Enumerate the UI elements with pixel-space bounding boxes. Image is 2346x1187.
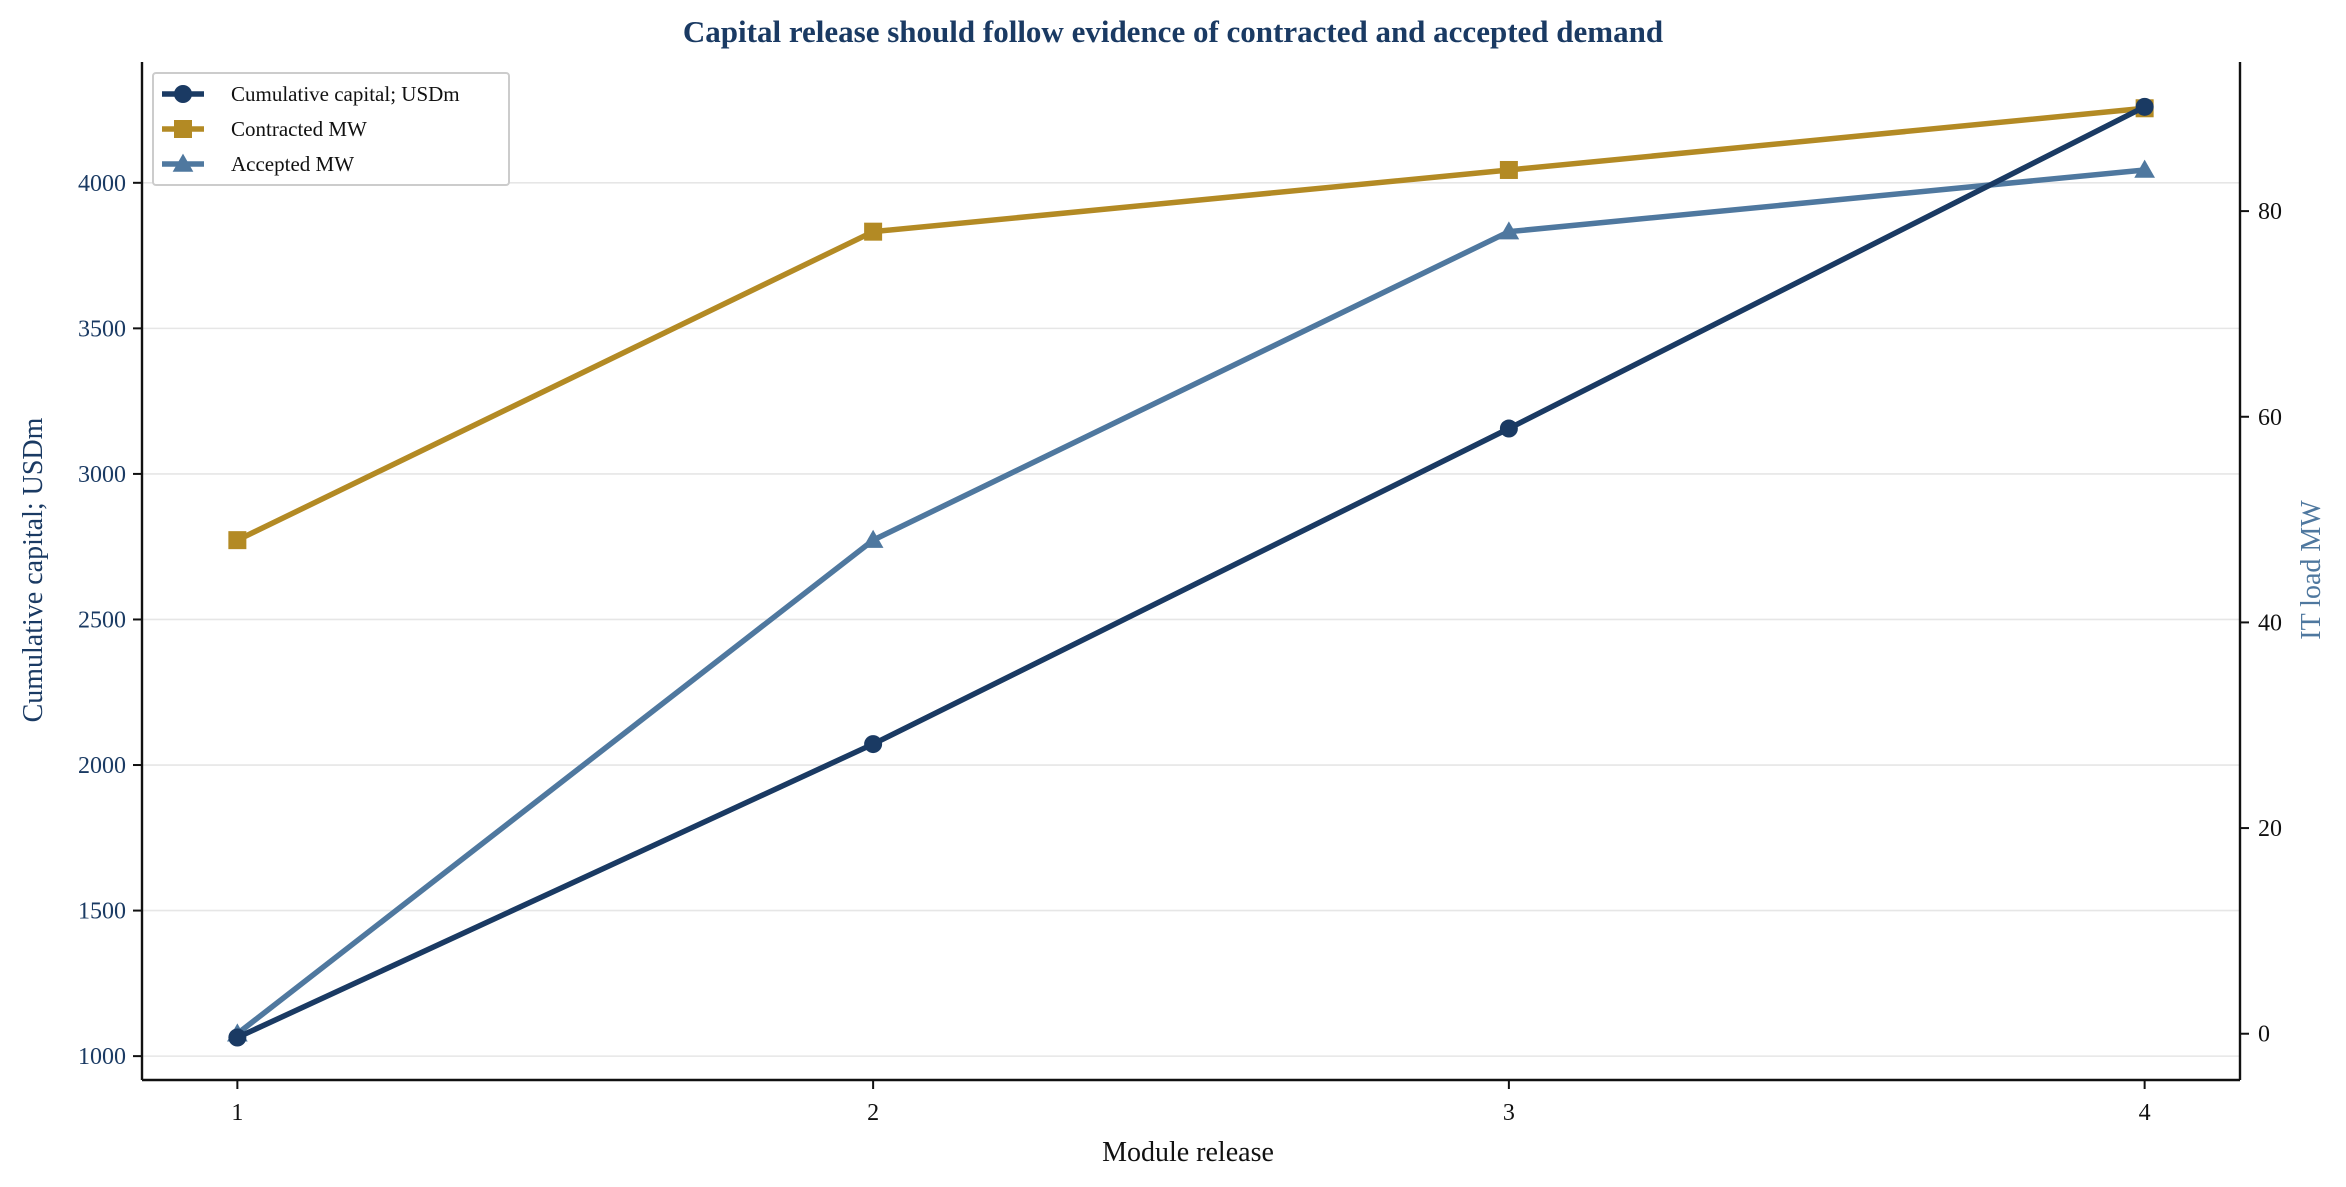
x-tick-label: 4 [2139, 1100, 2151, 1126]
x-tick-label: 2 [867, 1100, 879, 1126]
data-point [862, 529, 884, 548]
data-point [1499, 419, 1518, 438]
x-tick-label: 1 [231, 1100, 243, 1126]
y-left-tick-label: 1500 [78, 899, 126, 925]
chart-title: Capital release should follow evidence o… [683, 14, 1663, 49]
data-point [864, 735, 883, 754]
legend-item: Accepted MW [162, 152, 354, 176]
data-point [1498, 221, 1520, 240]
data-point [2135, 97, 2154, 116]
series-layer [227, 97, 2155, 1047]
legend-marker [174, 85, 192, 103]
legend-item: Contracted MW [162, 117, 367, 141]
y-right-tick-label: 20 [2258, 816, 2282, 842]
y-left-tick-label: 2000 [78, 753, 126, 779]
series-line [236, 105, 2145, 543]
x-axis-label: Module release [1102, 1137, 1274, 1168]
axes [140, 62, 2242, 1082]
data-point [864, 222, 883, 241]
series-line [236, 104, 2146, 1040]
legend-marker [174, 120, 192, 138]
y-axis-right-label: IT load MW [2296, 500, 2327, 640]
y-left-tick-label: 3000 [78, 462, 126, 488]
legend-label: Cumulative capital; USDm [231, 82, 460, 106]
ticks: 1000 1500 2000 2500 3000 3500 4000 0 20 40 60 80 1 2 3… [78, 171, 2282, 1126]
y-left-tick-label: 3500 [78, 316, 126, 342]
legend-marker [172, 153, 194, 172]
series-contracted-mw [228, 99, 2154, 550]
data-point [2134, 159, 2155, 178]
legend-label: Contracted MW [231, 117, 367, 141]
y-right-tick-label: 80 [2258, 199, 2282, 225]
y-right-tick-label: 0 [2258, 1022, 2270, 1048]
y-axis-left-label: Cumulative capital; USDm [18, 417, 49, 722]
data-point [228, 1028, 247, 1047]
y-right-tick-label: 60 [2258, 405, 2282, 431]
y-left-tick-label: 4000 [78, 171, 126, 197]
legend-label: Accepted MW [231, 152, 354, 176]
data-point [228, 531, 247, 550]
y-left-tick-label: 1000 [78, 1044, 126, 1070]
series-cumulative-capital-usdm [228, 97, 2154, 1047]
x-tick-label: 3 [1503, 1100, 1515, 1126]
gridlines [142, 182, 2240, 1057]
legend-item: Cumulative capital; USDm [162, 82, 460, 106]
legend: Cumulative capital; USDm Contracted MW Acc… [152, 72, 510, 186]
legend-box [152, 72, 510, 186]
y-right-tick-label: 40 [2258, 610, 2282, 636]
data-point [1499, 160, 1518, 179]
y-left-tick-label: 2500 [78, 607, 126, 633]
series-line [235, 167, 2145, 1036]
